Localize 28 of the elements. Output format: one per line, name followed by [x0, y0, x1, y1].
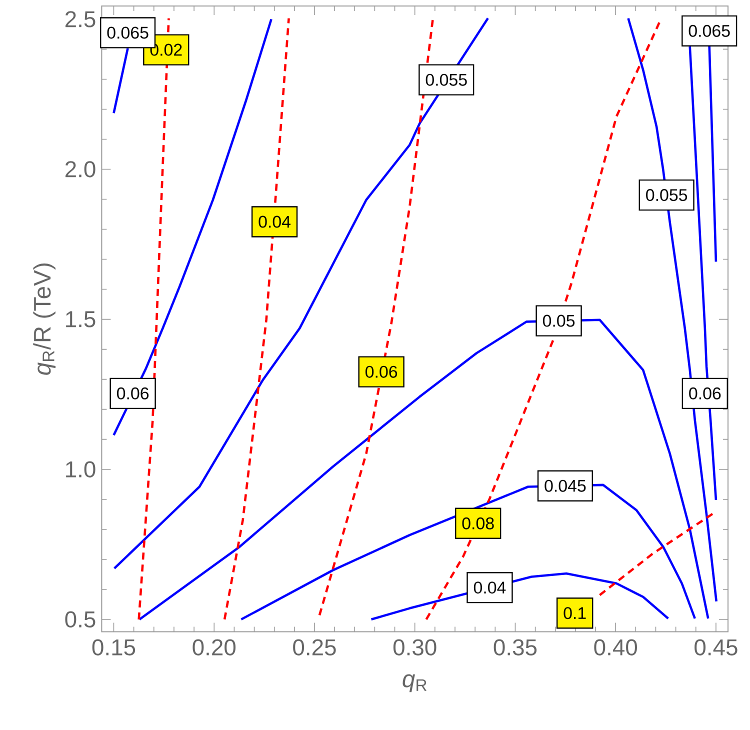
x-tick-label: 0.45 [694, 639, 738, 656]
x-tick-label: 0.35 [494, 639, 537, 656]
annotation: 0.06 [116, 387, 149, 400]
x-tick-label: 0.20 [192, 639, 236, 656]
annotation: 0.065 [107, 26, 148, 39]
x-tick-label: 0.30 [393, 639, 436, 656]
annotation: 0.045 [544, 480, 586, 492]
annotation: 0.08 [462, 517, 494, 530]
y-tick-label: 1.0 [66, 461, 96, 478]
x-axis-title: q$_{R}$ [402, 674, 427, 692]
annotation: 0.06 [366, 366, 398, 378]
annotation: 0.1 [564, 607, 586, 620]
y-tick-label: 0.5 [65, 611, 96, 628]
line-series [223, 17, 290, 621]
annotation: 0.05 [542, 314, 575, 327]
x-tick-label: 0.15 [92, 639, 136, 656]
y-axis-title: q$_{R}$/R (TeV) [33, 264, 56, 375]
annotation: 0.06 [689, 387, 721, 400]
annotation: 0.065 [688, 24, 730, 37]
y-tick-label: 2.0 [65, 161, 96, 178]
x-tick-label: 0.25 [293, 639, 336, 656]
annotation: 0.055 [646, 189, 688, 202]
annotation: 0.04 [474, 582, 506, 594]
y-tick-label: 1.5 [66, 311, 96, 328]
annotation: 0.055 [426, 74, 467, 86]
annotation: 0.04 [258, 216, 291, 228]
x-tick-label: 0.40 [594, 639, 638, 656]
y-tick-label: 2.5 [65, 11, 96, 28]
